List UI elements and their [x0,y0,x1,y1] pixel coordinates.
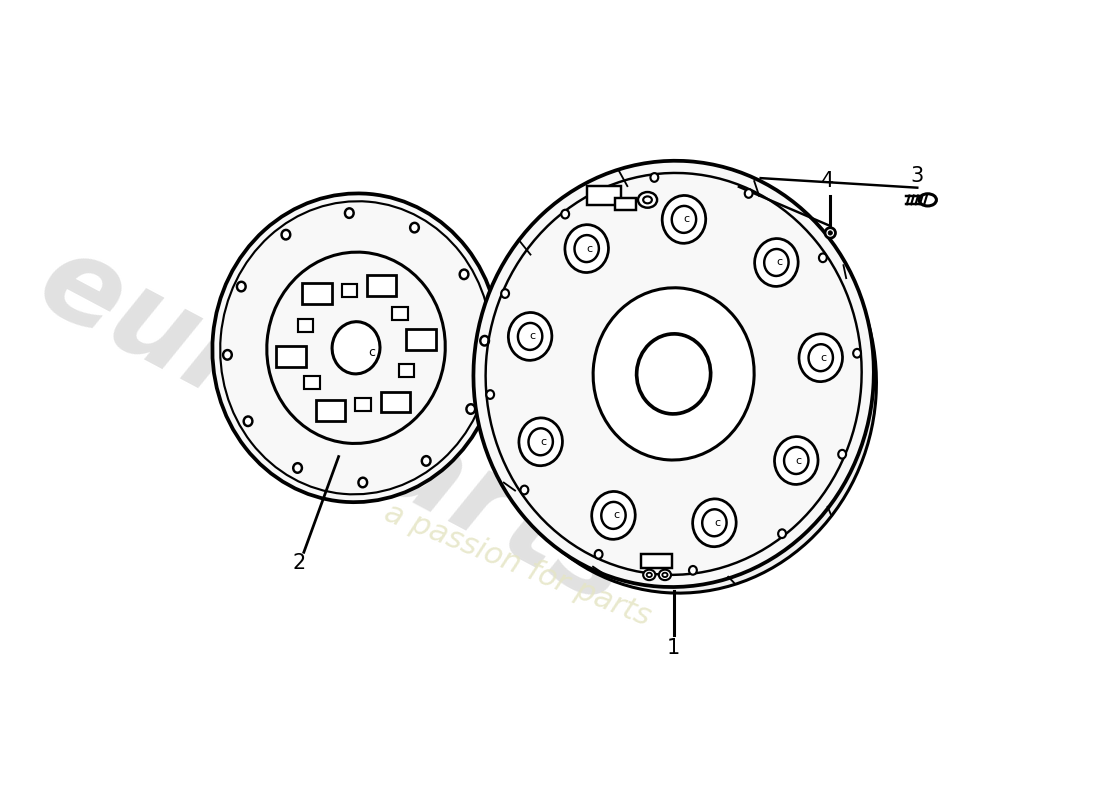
Ellipse shape [808,344,833,371]
Ellipse shape [778,530,786,538]
Ellipse shape [528,428,553,455]
Ellipse shape [410,223,419,233]
Ellipse shape [592,491,635,539]
Ellipse shape [644,570,656,580]
Text: c: c [683,214,690,224]
Ellipse shape [650,173,658,182]
Ellipse shape [561,210,569,218]
FancyBboxPatch shape [640,554,672,568]
Ellipse shape [502,290,509,298]
Ellipse shape [774,437,818,485]
Text: c: c [530,331,536,342]
Text: since 1995: since 1995 [546,442,767,585]
FancyBboxPatch shape [615,198,636,210]
Ellipse shape [659,570,671,580]
FancyBboxPatch shape [587,186,620,205]
Ellipse shape [637,334,711,414]
Ellipse shape [595,550,603,558]
Ellipse shape [481,336,490,346]
Ellipse shape [520,486,528,494]
FancyBboxPatch shape [305,376,320,389]
FancyBboxPatch shape [366,275,396,296]
Text: c: c [714,518,720,528]
Ellipse shape [236,282,245,291]
Ellipse shape [519,418,562,466]
Ellipse shape [602,502,626,529]
Ellipse shape [574,235,598,262]
Ellipse shape [672,206,696,233]
Ellipse shape [755,238,799,286]
Text: a passion for parts: a passion for parts [379,498,654,632]
Ellipse shape [593,288,755,460]
Text: c: c [795,455,802,466]
FancyBboxPatch shape [316,400,345,421]
Text: c: c [586,243,593,254]
Ellipse shape [282,230,290,239]
Ellipse shape [693,499,736,546]
Ellipse shape [421,456,430,466]
Ellipse shape [332,322,380,374]
Ellipse shape [473,161,873,587]
FancyBboxPatch shape [341,284,358,298]
Text: 3: 3 [911,166,924,186]
Ellipse shape [565,225,608,273]
Text: europarts: europarts [20,222,649,630]
Ellipse shape [460,270,469,279]
FancyBboxPatch shape [276,346,306,366]
Ellipse shape [745,189,752,198]
Circle shape [825,228,836,238]
Ellipse shape [820,254,827,262]
Ellipse shape [518,323,542,350]
Text: 1: 1 [667,638,680,658]
Text: c: c [821,353,826,362]
Ellipse shape [854,349,861,358]
Ellipse shape [838,450,846,458]
FancyBboxPatch shape [398,364,415,377]
Ellipse shape [918,194,936,206]
Ellipse shape [294,463,301,473]
FancyBboxPatch shape [298,319,314,332]
Text: 2: 2 [293,553,306,573]
Ellipse shape [764,249,789,276]
Ellipse shape [638,192,657,208]
Ellipse shape [223,350,232,360]
Text: 4: 4 [821,170,834,190]
Circle shape [828,230,833,235]
Ellipse shape [212,194,499,502]
Ellipse shape [466,404,475,414]
Ellipse shape [799,334,843,382]
Ellipse shape [359,478,367,487]
FancyBboxPatch shape [355,398,371,411]
Text: c: c [368,346,375,358]
Ellipse shape [244,417,252,426]
Text: c: c [540,437,547,446]
FancyBboxPatch shape [381,391,410,413]
Ellipse shape [345,208,353,218]
FancyBboxPatch shape [406,329,436,350]
Ellipse shape [689,566,696,574]
FancyBboxPatch shape [392,306,408,320]
Text: c: c [776,258,782,267]
Text: c: c [613,510,619,520]
Ellipse shape [702,510,727,536]
Ellipse shape [508,313,552,360]
Ellipse shape [485,175,877,593]
Ellipse shape [486,390,494,399]
Ellipse shape [662,195,706,243]
FancyBboxPatch shape [302,283,331,304]
Ellipse shape [784,447,808,474]
